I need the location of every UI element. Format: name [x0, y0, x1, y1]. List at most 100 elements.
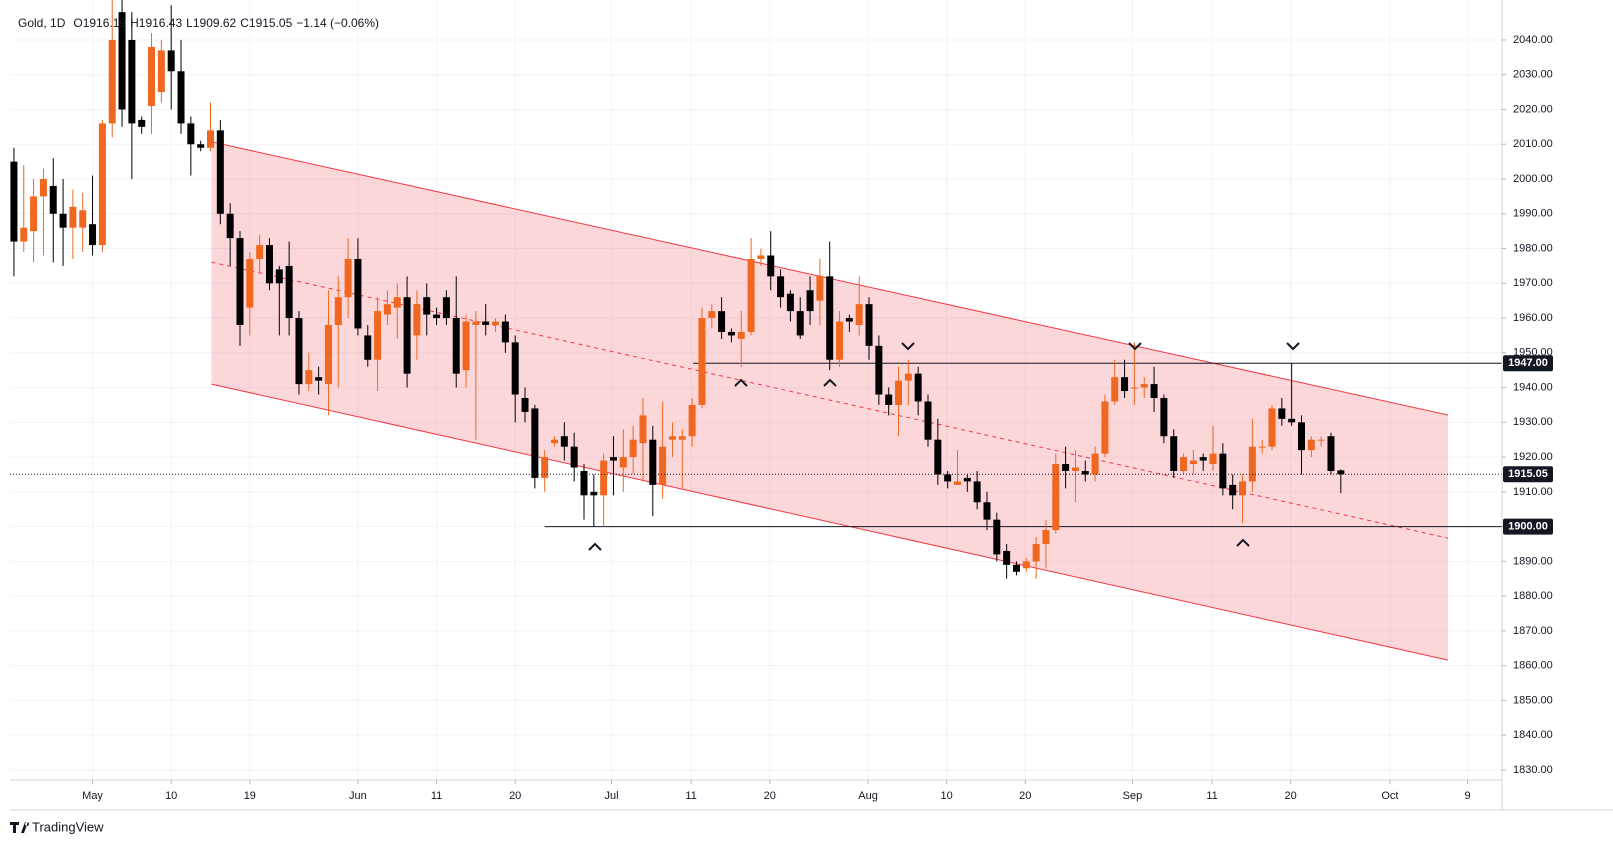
y-tick-label: 1850.00 [1513, 694, 1553, 706]
candle-body [1288, 418, 1296, 423]
candle-body [138, 119, 146, 127]
candle-body [1248, 446, 1256, 482]
x-tick-label: 19 [244, 790, 256, 802]
y-tick-label: 2000.00 [1513, 173, 1553, 185]
candle-body [246, 258, 254, 308]
candle-body [285, 265, 293, 319]
x-tick-label: 9 [1465, 790, 1471, 802]
candle-body [590, 491, 598, 496]
candle-body [1071, 467, 1079, 471]
candle-body [1189, 460, 1197, 465]
y-tick-label: 2010.00 [1513, 138, 1553, 150]
candle-body [885, 394, 893, 405]
caret-up [588, 542, 602, 551]
candle-body [1278, 408, 1286, 419]
candle-body [570, 446, 578, 468]
y-tick-label: 1960.00 [1513, 312, 1553, 324]
candle-body [531, 408, 539, 478]
candle-body [1258, 446, 1266, 448]
candle-body [79, 210, 87, 228]
candle-body [1022, 561, 1030, 569]
y-tick-label: 1920.00 [1513, 451, 1553, 463]
candle-body [10, 161, 18, 242]
candle-body [541, 457, 549, 478]
caret-down [1286, 342, 1300, 351]
candle-body [688, 404, 696, 437]
ohlc-value: 1916.19 [83, 16, 127, 30]
candle-body [1239, 481, 1247, 496]
candle-body [1209, 453, 1217, 465]
candle-body [836, 321, 844, 360]
candle-body [393, 297, 401, 308]
candle-body [383, 304, 391, 315]
candle-body [265, 245, 273, 284]
candle-body [855, 304, 863, 325]
candle-body [177, 71, 185, 124]
symbol: Gold, 1D [18, 16, 66, 30]
candle-body [108, 39, 116, 124]
candle-body [413, 304, 421, 336]
candle-body [1337, 470, 1345, 475]
x-tick-label: May [82, 790, 103, 802]
candle-body [1052, 464, 1060, 531]
channel-fill [211, 141, 1448, 661]
candle-body [973, 481, 981, 503]
candle-body [1003, 550, 1011, 565]
candle-body [462, 321, 470, 371]
candle-body [1062, 464, 1070, 471]
last-price-label: 1915.05 [1508, 468, 1548, 480]
brand-logo: TradingView [10, 819, 104, 834]
candle-body [148, 46, 156, 107]
candle-body [1268, 408, 1276, 447]
y-tick-label: 2040.00 [1513, 34, 1553, 46]
candle-body [551, 439, 559, 444]
candle-body [1160, 397, 1168, 437]
candle-body [1297, 422, 1305, 451]
x-tick-label: Sep [1123, 790, 1143, 802]
candle-body [796, 311, 804, 336]
candle-body [649, 439, 657, 485]
y-tick-label: 1930.00 [1513, 416, 1553, 428]
caret-up [1236, 538, 1250, 547]
candle-body [698, 318, 706, 405]
level-label-box [1503, 518, 1553, 535]
candle-body [472, 321, 480, 325]
ohlc-value: 1915.05 [249, 16, 293, 30]
x-tick-label: Jun [349, 790, 367, 802]
candle-body [826, 276, 834, 360]
candle-body [492, 321, 500, 325]
candle-body [207, 130, 215, 148]
candle-body [895, 380, 903, 405]
x-tick-label: 11 [1206, 790, 1217, 802]
candle-body [806, 290, 814, 312]
ohlc-value: 1909.62 [193, 16, 237, 30]
candle-body [216, 130, 224, 214]
y-tick-label: 1970.00 [1513, 277, 1553, 289]
candle-body [914, 373, 922, 402]
candle-body [275, 269, 283, 284]
candle-body [1199, 457, 1207, 461]
candle-body [708, 311, 716, 319]
candle-body [315, 377, 323, 381]
x-tick-label: 11 [431, 790, 442, 802]
candle-body [30, 196, 38, 232]
candle-body [1111, 377, 1119, 402]
x-tick-label: 20 [509, 790, 521, 802]
candle-body [403, 297, 411, 374]
candle-body [49, 185, 57, 214]
candle-body [423, 297, 431, 315]
candle-body [659, 446, 667, 485]
candle-body [619, 457, 627, 468]
candle-body [1140, 384, 1148, 388]
caret-down [901, 342, 915, 351]
candle-body [1170, 436, 1178, 471]
candle-body [944, 474, 952, 482]
candle-body [1317, 439, 1325, 441]
x-tick-label: 20 [764, 790, 776, 802]
x-tick-label: 10 [941, 790, 953, 802]
candle-body [953, 481, 961, 485]
candle-body [963, 477, 971, 482]
candle-body [20, 227, 28, 242]
y-tick-label: 1890.00 [1513, 555, 1553, 567]
